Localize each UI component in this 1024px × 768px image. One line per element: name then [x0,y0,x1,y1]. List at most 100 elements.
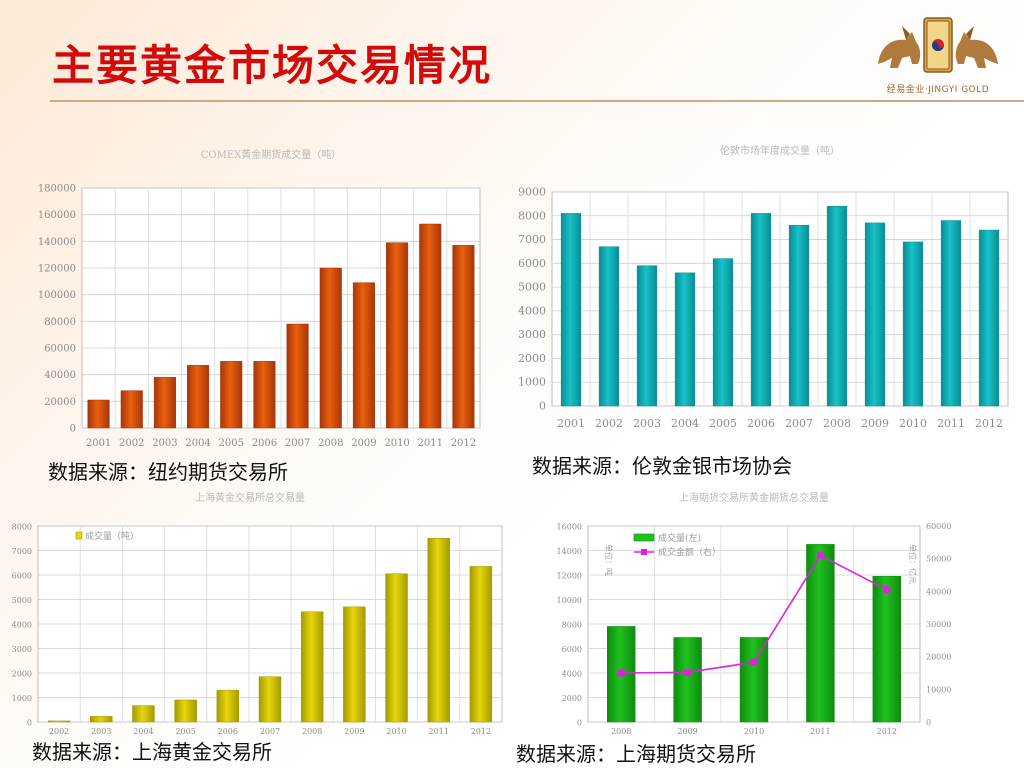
logo-text: 经易金业·JINGYI GOLD [886,85,990,95]
shfe-xtick: 2012 [877,727,897,736]
comex-bar [319,267,342,429]
title-divider [50,100,1024,102]
sge-xtick: 2008 [302,727,322,736]
shfe-y2label: 单位：亿元 [908,544,918,584]
shfe-ytick: 12000 [557,572,582,581]
london-ytick: 8000 [518,209,546,222]
comex-ytick: 40000 [44,370,76,381]
sge-bar [427,538,450,723]
london-ytick: 9000 [518,186,546,199]
london-ytick: 4000 [518,304,546,317]
shfe-ylabel: 单位：吨 [604,544,614,576]
london-xtick: 2005 [709,417,737,430]
london-xtick: 2001 [557,417,585,430]
comex-bar [220,361,243,429]
sge-ytick: 4000 [12,621,32,630]
comex-bar [419,223,442,429]
comex-ytick: 180000 [38,184,76,195]
jingyi-logo [872,12,1004,98]
london-xtick: 2006 [747,417,775,430]
comex-xtick: 2010 [384,438,409,449]
sge-xtick: 2005 [175,727,195,736]
shfe-xtick: 2010 [744,727,764,736]
sge-ytick: 3000 [12,645,32,654]
shfe-svg: 上海期货交易所黄金期货总交易量 0 2000 4000 6000 8000 10000 120… [557,491,952,736]
comex-ytick: 0 [70,424,76,435]
sge-bar [90,716,113,723]
shfe-xtick: 2008 [611,727,631,736]
comex-xtick: 2006 [252,438,277,449]
shfe-ytick: 8000 [562,621,582,630]
london-ytick: 5000 [518,281,546,294]
sge-ytick: 7000 [12,547,32,556]
shfe-chart: 上海期货交易所黄金期货总交易量 0 2000 4000 6000 8000 10000 120… [530,486,970,736]
london-bar [978,229,1000,407]
shfe-y2tick: 50000 [926,555,951,564]
source-comex: 数据来源：纽约期货交易所 [48,460,288,484]
sge-bar [258,676,282,723]
london-ytick: 0 [539,400,546,413]
sge-legend: 成交量（吨） [75,530,139,542]
shfe-xtick: 2011 [810,727,830,736]
comex-ytick: 60000 [44,344,76,355]
sge-xtick: 2007 [260,727,280,736]
sge-xtick: 2009 [344,727,364,736]
shfe-bar [872,575,901,723]
london-bar [674,272,696,407]
london-bar [636,265,658,407]
comex-bar [187,365,210,429]
sge-ytick: 0 [27,719,32,728]
london-chart: 伦敦市场年度成交量（吨） 0 1000 2000 3000 4000 5000 6000 700… [500,134,1010,434]
comex-bar [120,390,143,429]
london-ytick: 3000 [518,328,546,341]
comex-xtick: 2008 [318,438,343,449]
comex-bar [452,245,475,429]
shfe-xtick: 2009 [677,727,697,736]
london-xtick: 2012 [975,417,1003,430]
comex-xtick: 2002 [119,438,144,449]
comex-ytick: 80000 [44,317,76,328]
shfe-y2tick: 20000 [926,653,951,662]
comex-ytick: 20000 [44,397,76,408]
comex-bar [386,242,409,429]
sge-xtick: 2011 [429,727,449,736]
source-sge: 数据来源：上海黄金交易所 [32,740,272,764]
london-bar [750,213,772,407]
london-xtick: 2003 [633,417,661,430]
source-shfe: 数据来源：上海期货交易所 [516,742,756,766]
shfe-bar [739,637,769,723]
shfe-title: 上海期货交易所黄金期货总交易量 [679,491,829,504]
sge-xtick: 2010 [386,727,406,736]
comex-xtick: 2003 [152,438,177,449]
london-xtick: 2007 [785,417,813,430]
shfe-line-point [883,586,891,594]
comex-xtick: 2011 [418,438,443,449]
shfe-line-point [816,551,824,559]
shfe-line-point [617,669,625,677]
comex-ytick: 160000 [38,210,76,221]
london-xtick: 2010 [899,417,927,430]
comex-xtick: 2009 [351,438,376,449]
london-ytick: 1000 [518,376,546,389]
shfe-ytick: 0 [577,719,582,728]
sge-bar [385,573,408,723]
comex-bar [352,282,375,429]
comex-ytick: 100000 [38,290,76,301]
london-bar [560,213,582,407]
shfe-y2tick: 10000 [926,685,951,694]
sge-xtick: 2003 [91,727,111,736]
sge-svg: 上海黄金交易所总交易量 0 1000 2000 3000 4000 5000 6000 7000… [12,491,503,736]
shfe-ytick: 4000 [562,670,582,679]
london-bar [598,246,620,407]
sge-ytick: 5000 [12,596,32,605]
london-title: 伦敦市场年度成交量（吨） [720,144,840,157]
bull-bear-emblem-icon [878,17,998,73]
shfe-y2tick: 40000 [926,587,951,596]
comex-ytick: 140000 [38,237,76,248]
sge-bar [132,705,155,723]
london-xtick: 2002 [595,417,623,430]
source-london: 数据来源：伦敦金银市场协会 [532,454,792,478]
london-bar [788,225,810,407]
sge-bar [174,699,197,723]
london-xtick: 2008 [823,417,851,430]
